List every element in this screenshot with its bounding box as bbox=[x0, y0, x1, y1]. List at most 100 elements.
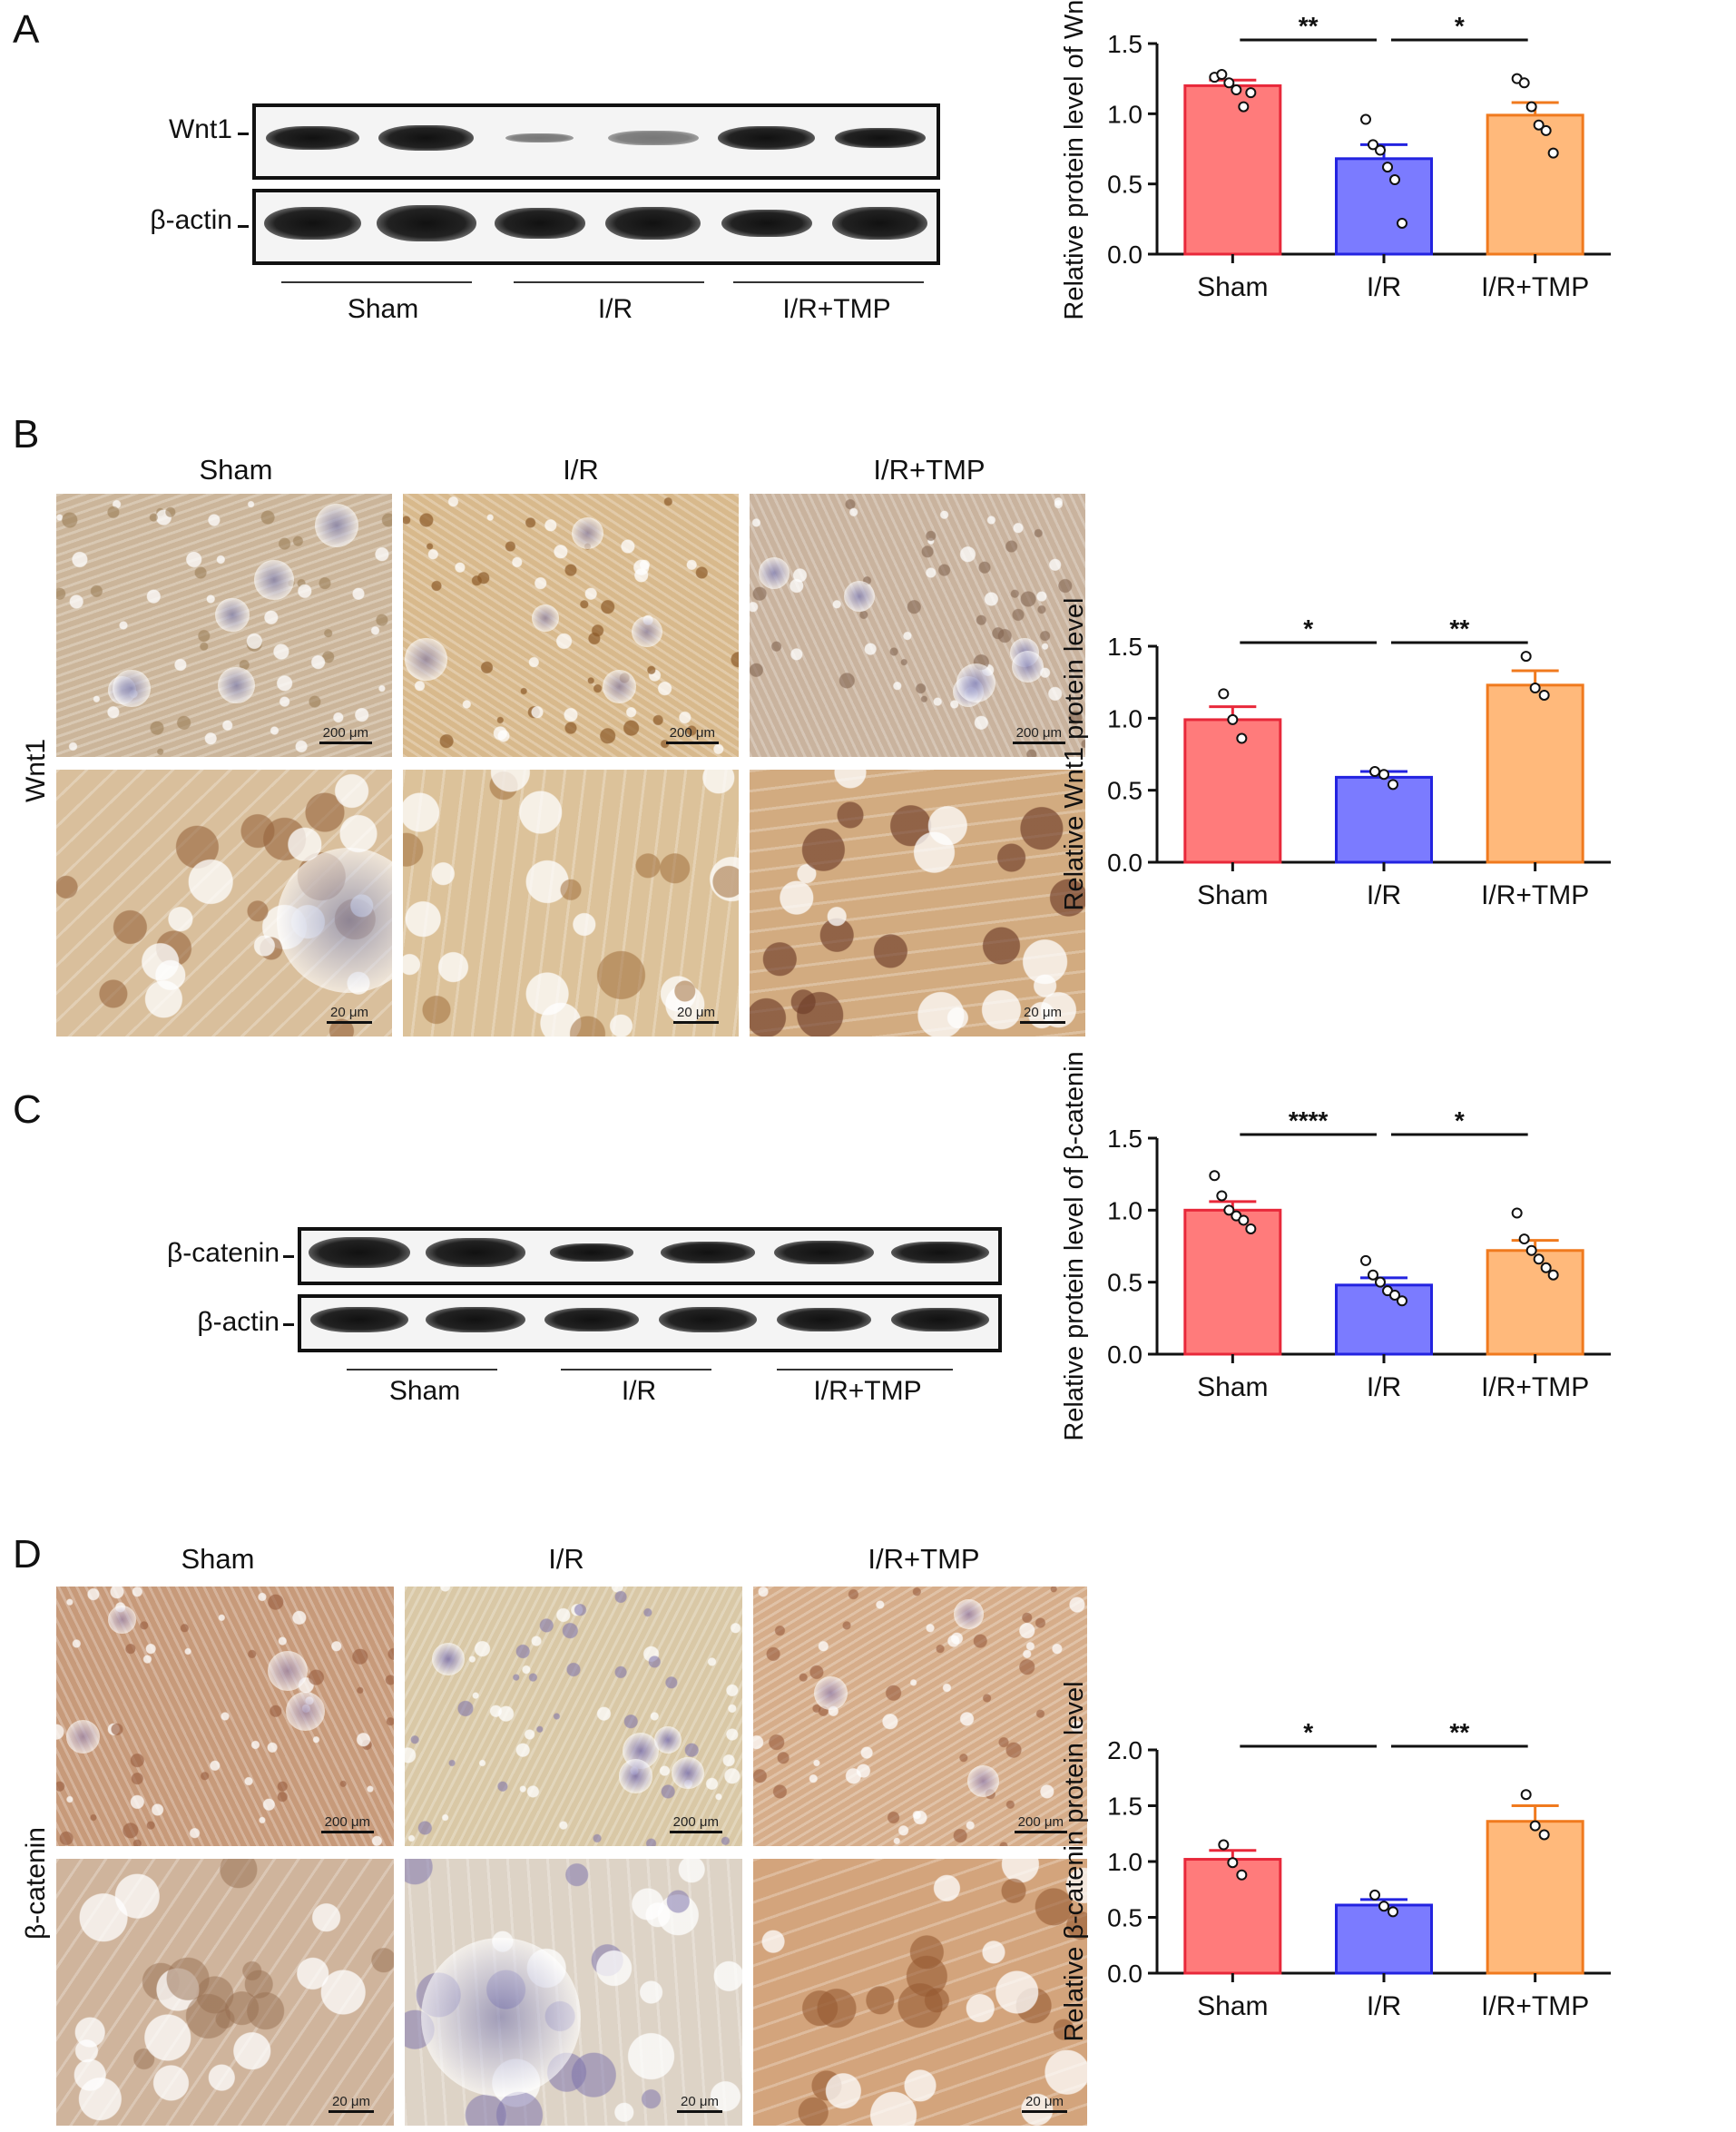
y-axis-label: Relative protein level of Wnt1 bbox=[1060, 0, 1089, 320]
blot-band bbox=[505, 133, 574, 143]
bar-i-r-tmp bbox=[1486, 1820, 1584, 1975]
blot-band bbox=[721, 209, 812, 238]
blot-band bbox=[263, 206, 362, 241]
glomerulus bbox=[267, 1650, 308, 1691]
blot-c-group-sham: Sham bbox=[388, 1376, 461, 1406]
significance-label: ** bbox=[1449, 614, 1469, 643]
data-point bbox=[1227, 713, 1239, 725]
scale-bar: 200 μm bbox=[1012, 725, 1065, 744]
scale-bar: 20 μm bbox=[329, 2094, 374, 2113]
bar-i-r-tmp bbox=[1486, 683, 1584, 864]
glomerulus bbox=[286, 1692, 326, 1732]
blot-band bbox=[773, 1240, 875, 1265]
data-point bbox=[1218, 1839, 1230, 1851]
y-tick-label: 0.0 bbox=[1107, 1341, 1143, 1369]
y-tick-label: 1.0 bbox=[1107, 1848, 1143, 1876]
blot-band bbox=[425, 1238, 526, 1267]
data-point bbox=[1533, 1253, 1545, 1265]
glomerulus bbox=[253, 559, 294, 600]
glomerulus bbox=[217, 666, 255, 704]
bar-sham bbox=[1183, 1858, 1282, 1975]
ihc-b-tmp-high: 20 μm bbox=[750, 770, 1085, 1037]
glomerulus bbox=[276, 848, 392, 994]
data-point bbox=[1360, 113, 1371, 125]
significance-label: ** bbox=[1449, 1718, 1469, 1746]
ihc-d-sham-low: 200 μm bbox=[56, 1587, 394, 1846]
data-point bbox=[1538, 1829, 1550, 1841]
blot-band bbox=[832, 206, 927, 241]
blot-c-group-line-tmp bbox=[777, 1369, 953, 1371]
ihc-d-column-tmp: I/R+TMP bbox=[868, 1543, 980, 1575]
data-point bbox=[1397, 217, 1407, 229]
ihc-d-tmp-high: 20 μm bbox=[753, 1859, 1087, 2126]
data-point bbox=[1236, 732, 1248, 744]
western-blot-wnt1 bbox=[252, 103, 940, 180]
data-point bbox=[1245, 1223, 1257, 1234]
y-tick-label: 2.0 bbox=[1107, 1736, 1143, 1764]
data-point bbox=[1218, 688, 1230, 700]
blot-a-row-tick-1 bbox=[238, 133, 249, 135]
ihc-b-column-ir: I/R bbox=[563, 454, 599, 486]
bar-i-r-tmp bbox=[1486, 1249, 1584, 1356]
data-point bbox=[1388, 1906, 1398, 1918]
data-point bbox=[1231, 84, 1242, 96]
glomerulus bbox=[603, 670, 637, 703]
data-point bbox=[1547, 147, 1559, 159]
blot-c-row-tick-2 bbox=[283, 1323, 294, 1326]
data-point bbox=[1540, 1262, 1552, 1273]
data-point bbox=[1388, 779, 1398, 791]
data-point bbox=[1368, 139, 1378, 151]
glomerulus bbox=[108, 1606, 137, 1634]
blot-band bbox=[308, 1236, 411, 1269]
significance-label: * bbox=[1303, 614, 1313, 643]
blot-a-row-tick-2 bbox=[238, 225, 249, 228]
blot-a-group-sham: Sham bbox=[347, 294, 419, 324]
scale-bar: 200 μm bbox=[319, 725, 372, 744]
ihc-d-column-ir: I/R bbox=[548, 1543, 584, 1575]
glomerulus bbox=[432, 1642, 466, 1676]
ihc-d-ir-high: 20 μm bbox=[405, 1859, 742, 2126]
data-point bbox=[1375, 1276, 1386, 1288]
bar-i-r bbox=[1335, 1903, 1433, 1975]
blot-band bbox=[549, 1243, 634, 1262]
y-tick-label: 0.0 bbox=[1107, 849, 1143, 877]
glomerulus bbox=[631, 616, 662, 648]
blot-a-group-tmp: I/R+TMP bbox=[782, 294, 891, 324]
y-tick-label: 1.0 bbox=[1107, 704, 1143, 732]
glomerulus bbox=[65, 1720, 100, 1754]
blot-band bbox=[659, 1307, 757, 1332]
y-axis-label: Relative β-catenin protein level bbox=[1060, 1681, 1089, 2041]
x-tick-label: Sham bbox=[1197, 880, 1268, 910]
blot-band bbox=[891, 1241, 989, 1264]
y-axis-label: Relative Wnt1 protein level bbox=[1060, 598, 1089, 911]
glomerulus bbox=[654, 1725, 682, 1754]
data-point bbox=[1525, 101, 1537, 113]
data-point bbox=[1378, 769, 1389, 781]
bar-chart-a-wnt1: 0.0 0.5 1.0 1.5 Relative protein level of Wn… bbox=[1060, 0, 1611, 320]
blot-c-row-label-2: β-actin bbox=[197, 1307, 280, 1337]
data-point bbox=[1525, 1244, 1537, 1256]
y-tick-label: 1.5 bbox=[1107, 633, 1143, 661]
data-point bbox=[1529, 1820, 1541, 1832]
scale-bar: 20 μm bbox=[1022, 2094, 1067, 2113]
scale-bar: 200 μm bbox=[320, 1814, 374, 1833]
blot-c-group-ir: I/R bbox=[621, 1376, 657, 1406]
x-tick-label: I/R bbox=[1367, 272, 1401, 302]
x-tick-label: I/R bbox=[1367, 1372, 1401, 1402]
blot-band bbox=[425, 1307, 526, 1332]
panel-letter-c: C bbox=[13, 1087, 42, 1132]
data-point bbox=[1389, 1289, 1400, 1301]
ihc-b-column-sham: Sham bbox=[199, 454, 273, 486]
ihc-b-sham-low: 200 μm bbox=[56, 494, 392, 757]
data-point bbox=[1538, 689, 1550, 701]
y-tick-label: 0.5 bbox=[1107, 1904, 1143, 1932]
panel-letter-d: D bbox=[13, 1532, 42, 1577]
scale-bar: 20 μm bbox=[677, 2094, 722, 2113]
y-tick-label: 1.0 bbox=[1107, 100, 1143, 128]
x-tick-label: I/R+TMP bbox=[1481, 880, 1589, 910]
bar-i-r bbox=[1335, 775, 1433, 864]
blot-band bbox=[717, 126, 816, 150]
blot-a-group-line-tmp bbox=[733, 281, 924, 283]
blot-band bbox=[544, 1308, 640, 1331]
x-tick-label: Sham bbox=[1197, 272, 1268, 302]
